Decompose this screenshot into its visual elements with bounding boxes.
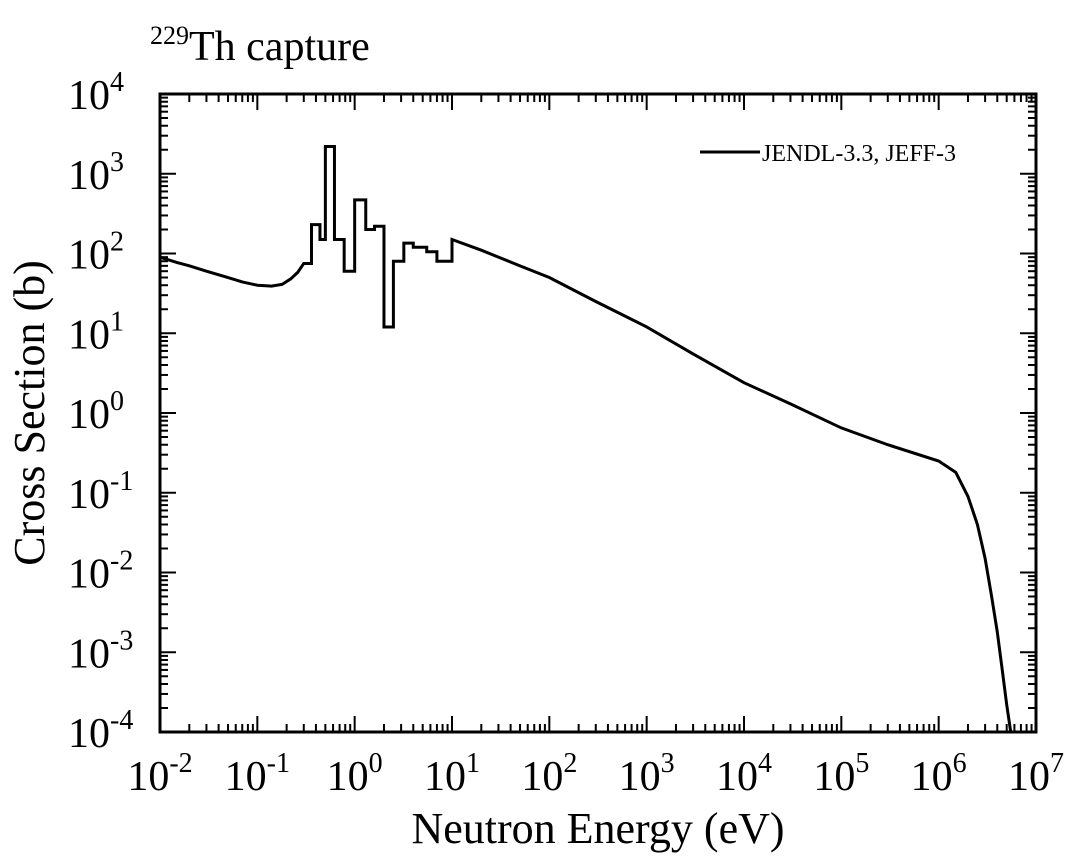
x-tick-label: 103	[619, 748, 675, 800]
x-tick-label: 10-1	[225, 748, 290, 800]
y-tick-label: 10-2	[68, 546, 133, 598]
y-tick-label: 10-1	[68, 466, 133, 518]
y-tick-label: 103	[68, 147, 124, 199]
axis-ticks	[159, 93, 1037, 733]
chart-title-superscript: 229	[150, 21, 189, 50]
series-line	[159, 144, 1013, 733]
x-tick-label: 104	[716, 748, 772, 800]
x-tick-labels: 10-2 10-1 100 101 102 103 104 105 106 107	[127, 748, 1064, 800]
y-tick-labels: 10-4 10-3 10-2 10-1 100 101 102 103 104	[68, 67, 133, 757]
y-axis-label: Cross Section (b)	[5, 260, 54, 566]
legend-label: JENDL-3.3, JEFF-3	[762, 141, 956, 167]
x-tick-label: 100	[327, 748, 383, 800]
chart-title-text: Th capture	[189, 24, 370, 70]
x-tick-label: 101	[424, 748, 480, 800]
y-tick-label: 101	[68, 306, 124, 358]
y-tick-label: 10-3	[68, 625, 133, 677]
y-tick-label: 102	[68, 227, 124, 279]
x-tick-label: 10-2	[127, 748, 192, 800]
x-tick-label: 107	[1008, 748, 1064, 800]
x-axis-label: Neutron Energy (eV)	[411, 804, 784, 853]
y-tick-label: 10-4	[68, 705, 133, 757]
y-tick-label: 104	[68, 67, 124, 119]
x-tick-label: 106	[911, 748, 967, 800]
x-tick-label: 102	[521, 748, 577, 800]
x-tick-label: 105	[813, 748, 869, 800]
plot-frame	[158, 92, 1038, 734]
chart-title: 229Th capture	[150, 21, 370, 70]
legend: JENDL-3.3, JEFF-3	[700, 141, 956, 167]
y-tick-label: 100	[68, 386, 124, 438]
